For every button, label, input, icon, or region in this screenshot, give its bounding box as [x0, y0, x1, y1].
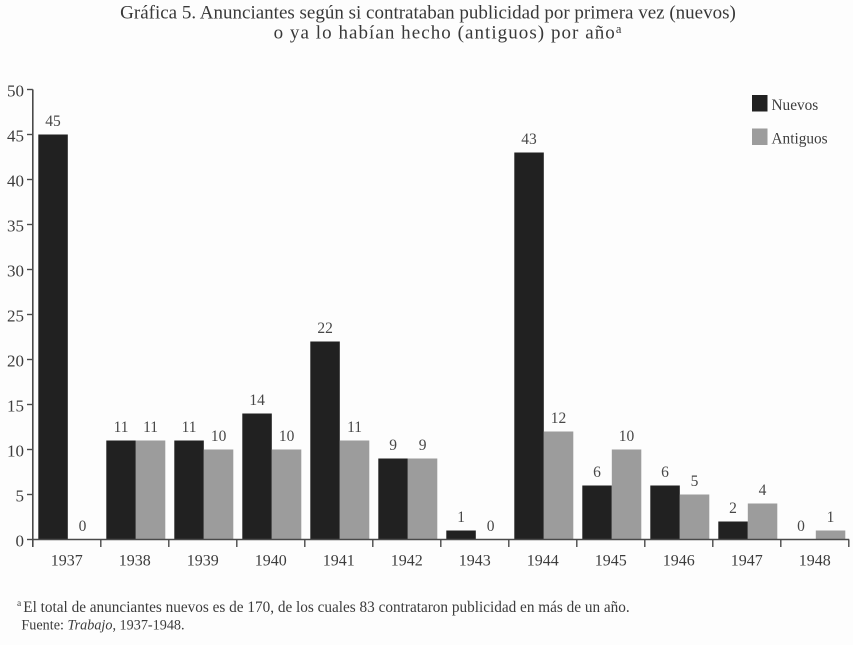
- svg-text:10: 10: [7, 441, 24, 460]
- svg-text:a: a: [17, 599, 22, 609]
- svg-text:50: 50: [7, 81, 24, 100]
- svg-text:11: 11: [143, 419, 158, 436]
- svg-text:10: 10: [619, 428, 635, 445]
- svg-text:0: 0: [79, 518, 87, 535]
- svg-text:11: 11: [347, 419, 362, 436]
- svg-text:El total de anunciantes nuevos: El total de anunciantes nuevos es de 170…: [23, 599, 629, 616]
- svg-text:1944: 1944: [527, 553, 559, 570]
- svg-text:40: 40: [7, 171, 24, 190]
- svg-text:1946: 1946: [663, 553, 695, 570]
- svg-text:0: 0: [16, 531, 25, 550]
- svg-text:1: 1: [457, 509, 465, 526]
- svg-text:1945: 1945: [595, 553, 627, 570]
- svg-text:1940: 1940: [255, 553, 287, 570]
- svg-text:0: 0: [487, 518, 495, 535]
- svg-text:1937: 1937: [51, 553, 83, 570]
- svg-text:11: 11: [114, 419, 129, 436]
- svg-text:1943: 1943: [459, 553, 491, 570]
- svg-text:o ya lo habían hecho (antiguos: o ya lo habían hecho (antiguos) por añoa: [274, 22, 623, 44]
- svg-text:9: 9: [419, 437, 427, 454]
- svg-text:45: 45: [45, 113, 61, 130]
- svg-text:45: 45: [7, 126, 24, 145]
- svg-text:Antiguos: Antiguos: [772, 131, 828, 148]
- svg-text:0: 0: [797, 518, 805, 535]
- svg-text:Nuevos: Nuevos: [772, 97, 819, 114]
- svg-text:1941: 1941: [323, 553, 355, 570]
- svg-text:5: 5: [691, 473, 699, 490]
- svg-text:1948: 1948: [799, 553, 831, 570]
- svg-text:14: 14: [249, 392, 265, 409]
- svg-text:20: 20: [7, 351, 24, 370]
- svg-text:2: 2: [729, 500, 737, 517]
- svg-text:4: 4: [759, 482, 767, 499]
- svg-text:6: 6: [661, 464, 669, 481]
- svg-text:35: 35: [7, 216, 24, 235]
- svg-text:Gráfica 5. Anunciantes según s: Gráfica 5. Anunciantes según si contrata…: [120, 2, 736, 23]
- svg-text:5: 5: [16, 486, 25, 505]
- svg-text:1947: 1947: [731, 553, 763, 570]
- svg-text:Fuente: Trabajo, 1937-1948.: Fuente: Trabajo, 1937-1948.: [21, 618, 184, 634]
- svg-text:30: 30: [7, 261, 24, 280]
- svg-text:43: 43: [521, 131, 537, 148]
- svg-text:11: 11: [182, 419, 197, 436]
- svg-text:10: 10: [211, 428, 227, 445]
- svg-text:1: 1: [827, 509, 835, 526]
- svg-text:9: 9: [389, 437, 397, 454]
- svg-text:15: 15: [7, 396, 24, 415]
- svg-text:25: 25: [7, 306, 24, 325]
- svg-text:22: 22: [317, 320, 333, 337]
- svg-text:1939: 1939: [187, 553, 219, 570]
- svg-text:1938: 1938: [119, 553, 151, 570]
- svg-text:1942: 1942: [391, 553, 423, 570]
- svg-text:10: 10: [279, 428, 295, 445]
- svg-text:6: 6: [593, 464, 601, 481]
- svg-text:12: 12: [551, 410, 567, 427]
